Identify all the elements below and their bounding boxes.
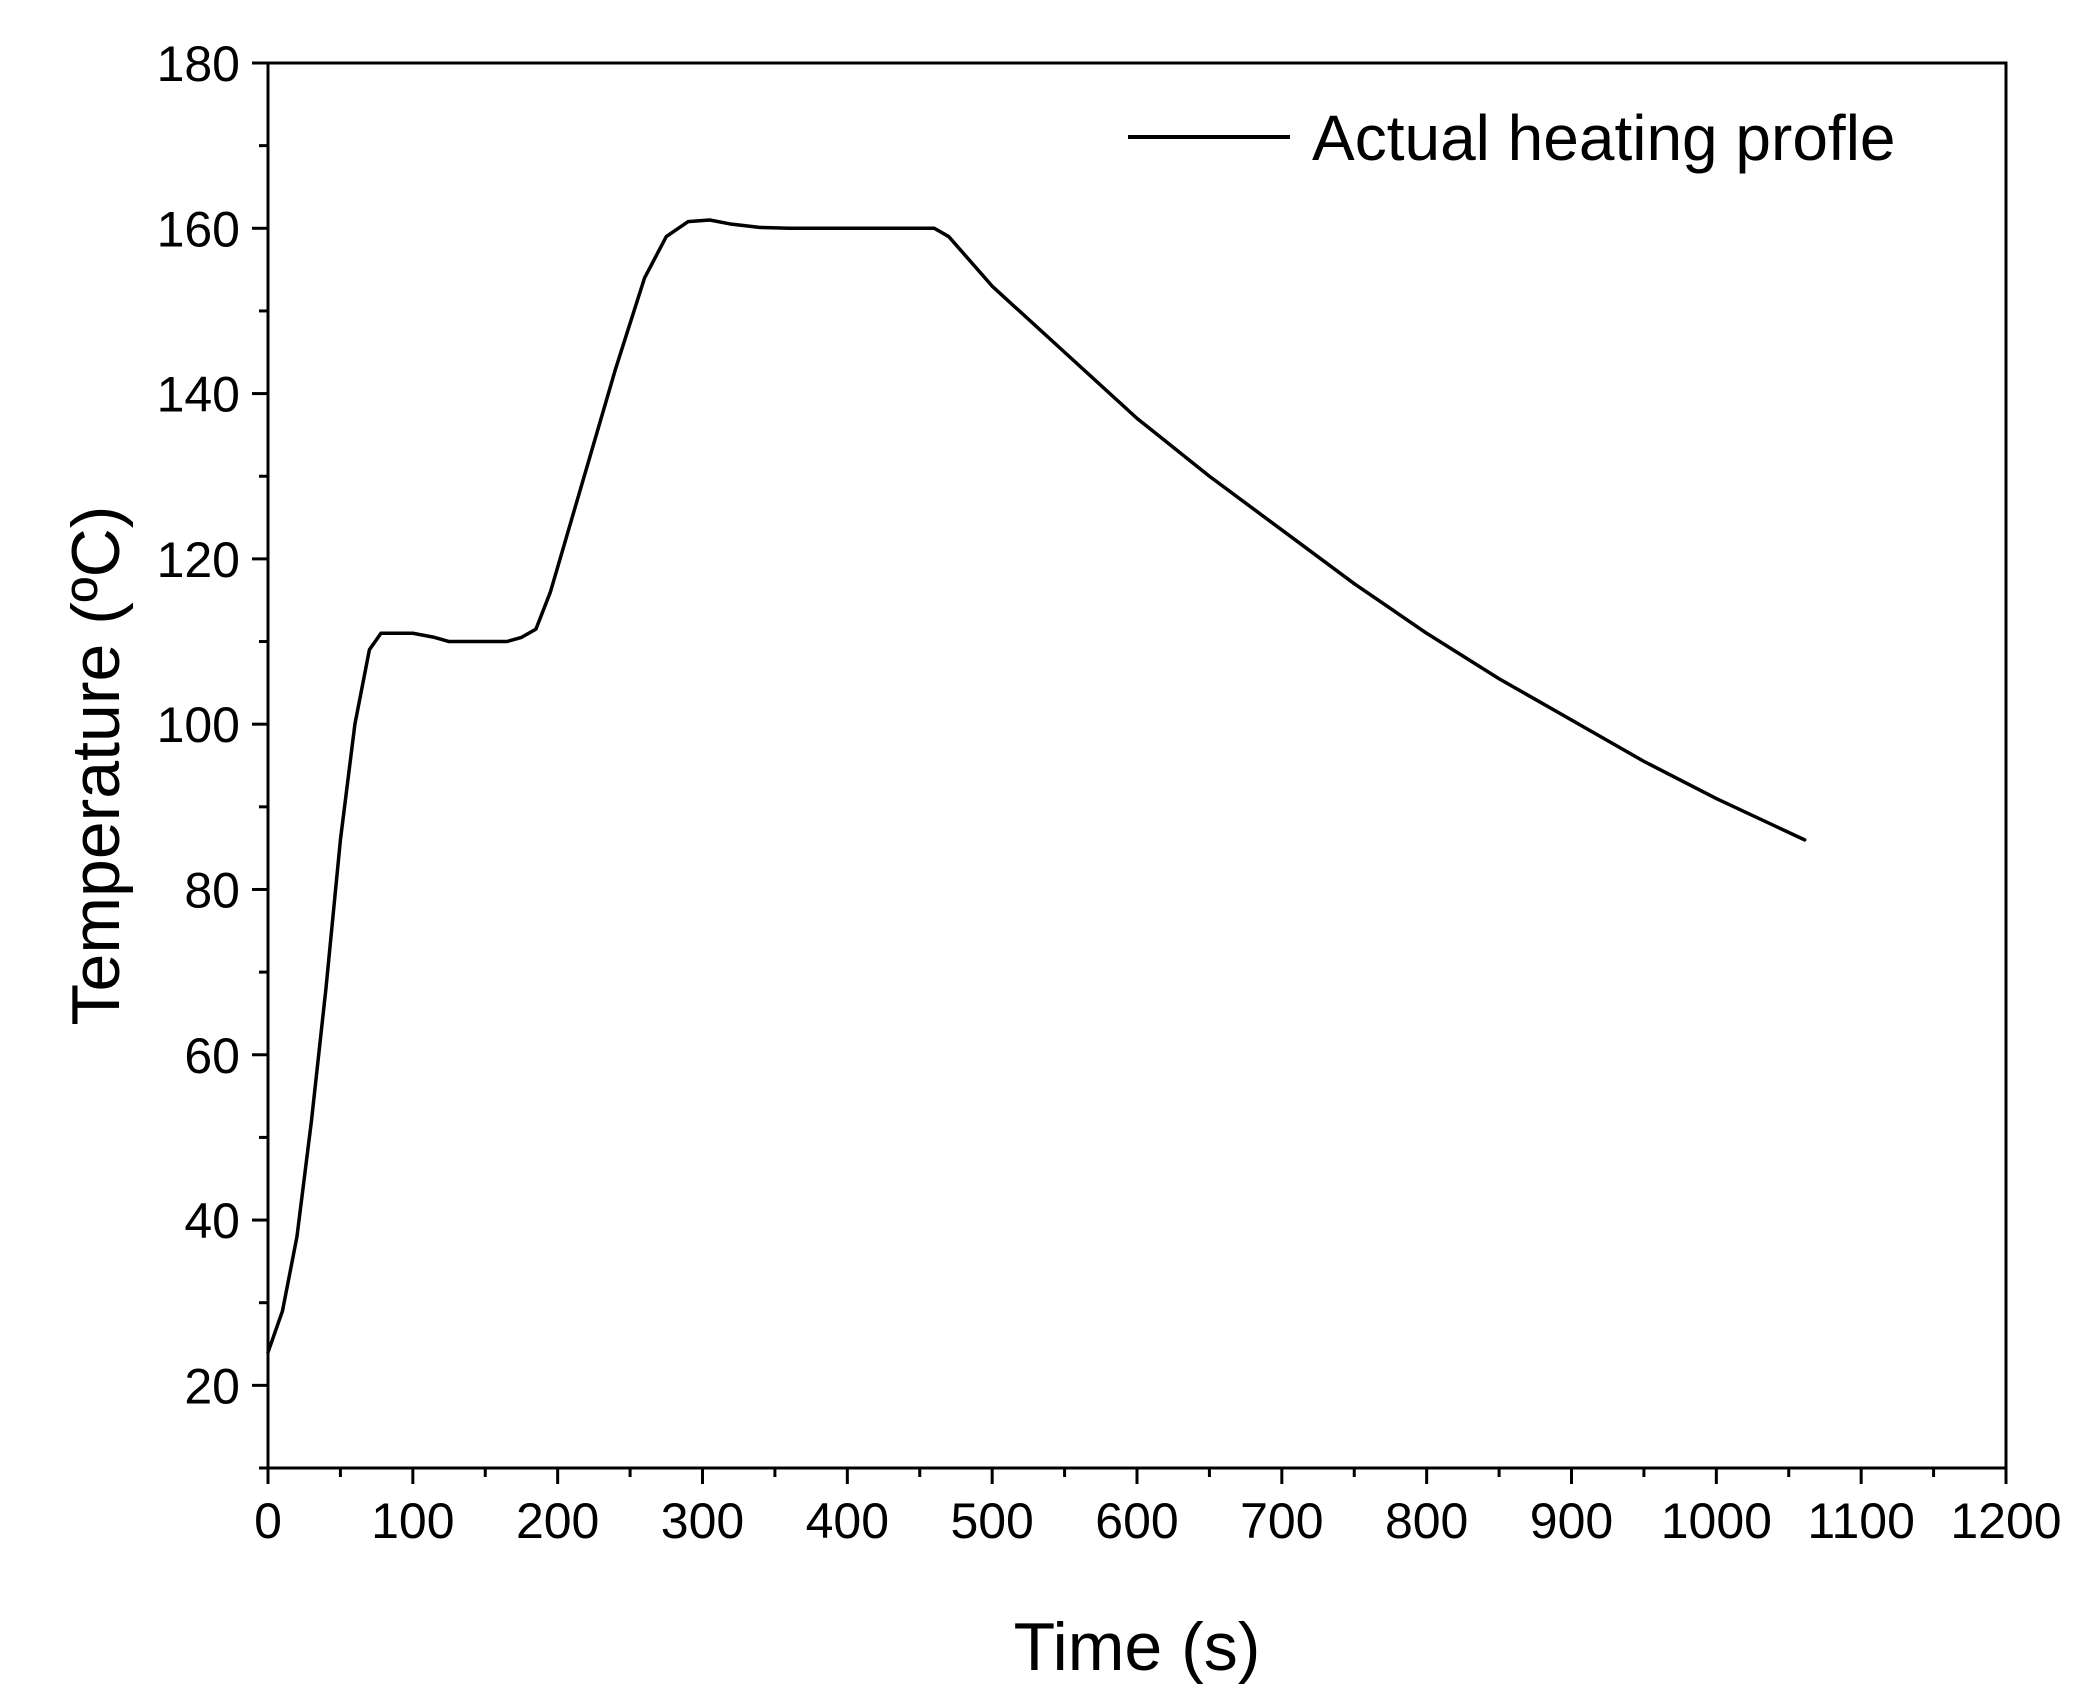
x-axis-title: Time (s) <box>1014 1609 1261 1685</box>
x-tick-label: 1000 <box>1661 1493 1772 1549</box>
y-tick-label: 140 <box>157 367 240 423</box>
x-tick-label: 400 <box>806 1493 889 1549</box>
x-tick-label: 800 <box>1385 1493 1468 1549</box>
y-tick-label: 100 <box>157 697 240 753</box>
y-tick-label: 80 <box>184 862 240 918</box>
y-tick-label: 180 <box>157 36 240 92</box>
axis-ticks <box>252 61 2008 1484</box>
x-tick-label: 900 <box>1530 1493 1613 1549</box>
x-tick-label: 1100 <box>1807 1493 1915 1549</box>
legend: Actual heating profle <box>1128 102 1896 174</box>
x-tick-label: 500 <box>950 1493 1033 1549</box>
tick-labels: 0 100 200 300 400 500 600 700 800 900 1000 1100 1200… <box>157 36 2062 1549</box>
x-tick-label: 300 <box>661 1493 744 1549</box>
x-tick-label: 700 <box>1240 1493 1323 1549</box>
x-tick-label: 1200 <box>1950 1493 2061 1549</box>
y-tick-label: 40 <box>184 1193 240 1249</box>
y-tick-label: 20 <box>184 1358 240 1414</box>
y-tick-label: 60 <box>184 1028 240 1084</box>
y-axis-title: Temperature (ºC) <box>58 506 134 1026</box>
plot-frame <box>266 61 2008 1470</box>
x-tick-label: 600 <box>1095 1493 1178 1549</box>
x-tick-label: 200 <box>516 1493 599 1549</box>
legend-label: Actual heating profle <box>1312 102 1896 174</box>
series-line-actual-heating-profile <box>266 218 1807 1355</box>
x-tick-label: 0 <box>254 1493 282 1549</box>
y-tick-label: 160 <box>157 201 240 257</box>
y-tick-label: 120 <box>157 532 240 588</box>
x-tick-label: 100 <box>371 1493 454 1549</box>
